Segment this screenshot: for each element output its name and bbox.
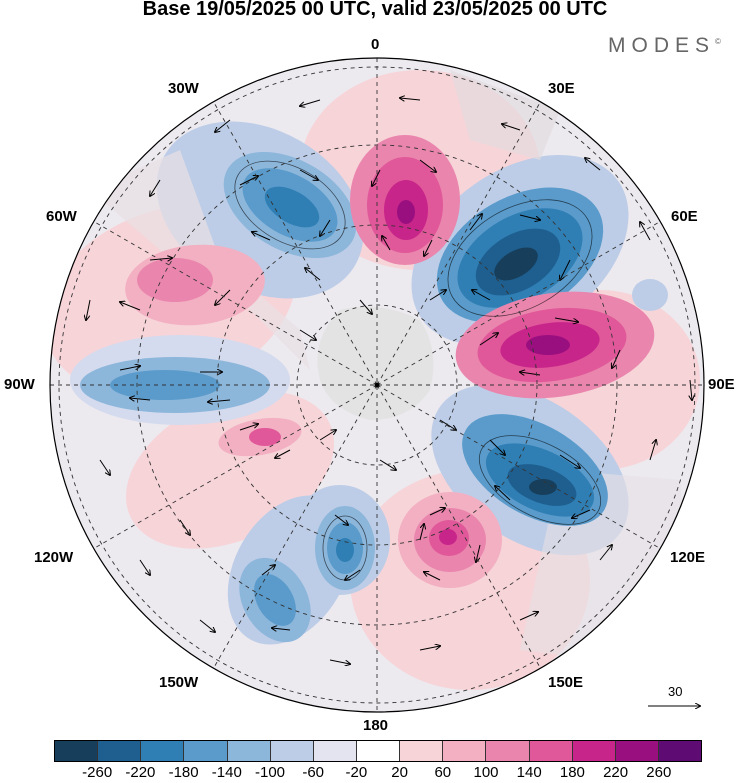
negative-anomaly-5 [239, 557, 311, 643]
colorbar-tick-label: -100 [254, 764, 286, 781]
colorbar-tick-label: -20 [345, 764, 368, 781]
copyright-mark: © [715, 37, 721, 46]
colorbar [54, 740, 702, 762]
wind-vectors [86, 98, 692, 664]
lon-label-30w: 30W [168, 80, 199, 97]
colorbar-swatch [98, 741, 142, 761]
brand-name: MODES [608, 34, 716, 57]
graticule [50, 58, 704, 712]
colorbar-swatch [227, 741, 271, 761]
colorbar-tick-label: 60 [434, 764, 452, 781]
colorbar-tick-label: 260 [646, 764, 672, 781]
colorbar-tick-label: 140 [516, 764, 542, 781]
positive-anomaly-5 [218, 417, 302, 457]
colorbar-tick-label: 100 [473, 764, 499, 781]
map-title: Base 19/05/2025 00 UTC, valid 23/05/2025… [142, 0, 608, 20]
negative-anomaly-3 [462, 414, 608, 526]
lon-label-150w: 150W [159, 674, 199, 691]
lon-label-60e: 60E [671, 208, 698, 225]
colorbar-swatch [184, 741, 228, 761]
lon-label-90e: 90E [708, 376, 735, 393]
south-pole-marker [374, 382, 380, 388]
positive-anomaly-3 [398, 492, 502, 588]
colorbar-tick-label: 220 [603, 764, 629, 781]
lon-label-0: 0 [371, 36, 380, 53]
colorbar-swatch [529, 741, 573, 761]
negative-anomaly-4 [315, 506, 375, 590]
colorbar-swatch [572, 741, 616, 761]
lon-label-180: 180 [363, 717, 389, 734]
lon-label-120e: 120E [670, 549, 706, 566]
positive-anomaly-2 [455, 291, 655, 399]
lon-label-120w: 120W [34, 549, 74, 566]
colorbar-tick-label: -180 [168, 764, 199, 781]
positive-anomaly-1 [350, 135, 460, 265]
colorbar-swatch [55, 741, 99, 761]
colorbar-swatch [141, 741, 185, 761]
map-boundary [49, 57, 705, 713]
colorbar-swatch [615, 741, 659, 761]
lon-label-60w: 60W [46, 208, 77, 225]
lon-label-30e: 30E [548, 80, 575, 97]
modes-logo: MODES© [608, 34, 721, 58]
colorbar-tick-label: -140 [211, 764, 242, 781]
colorbar-swatch [270, 741, 314, 761]
colorbar-swatch [313, 741, 357, 761]
colorbar-tick-label: -260 [82, 764, 113, 781]
colorbar-swatch [443, 741, 487, 761]
anomaly-field [50, 58, 704, 712]
lon-label-90w: 90W [4, 376, 35, 393]
colorbar-tick-label: -220 [125, 764, 156, 781]
colorbar-tick-label: -60 [302, 764, 325, 781]
reference-vector-label: 30 [668, 684, 683, 699]
colorbar-swatch [400, 741, 444, 761]
colorbar-swatch [658, 741, 702, 761]
lon-label-150e: 150E [548, 674, 584, 691]
colorbar-swatch [356, 741, 401, 761]
colorbar-tick-label: 180 [559, 764, 585, 781]
colorbar-swatch [486, 741, 530, 761]
colorbar-tick-label: 20 [391, 764, 408, 781]
minor-low [632, 279, 668, 311]
